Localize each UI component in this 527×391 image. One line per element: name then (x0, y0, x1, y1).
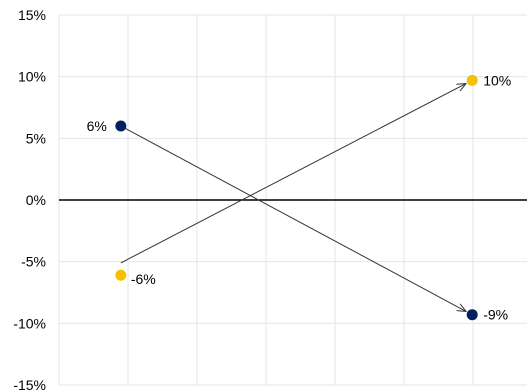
data-label: 10% (483, 72, 511, 88)
y-axis: 15% 10% 5% 0% -5% -10% -15% (13, 7, 46, 391)
data-label: -9% (483, 307, 508, 323)
grid (58, 14, 527, 386)
data-point (115, 269, 127, 281)
y-tick-label: -5% (21, 254, 46, 270)
data-labels: 6% -9% -6% 10% (87, 72, 512, 322)
trend-arrow (120, 125, 466, 311)
y-tick-label: 5% (26, 130, 46, 146)
trend-arrow (120, 84, 466, 264)
data-point (115, 120, 127, 132)
arrows (120, 84, 466, 312)
y-tick-label: 15% (18, 7, 46, 23)
y-tick-label: 10% (18, 69, 46, 85)
y-tick-label: -10% (13, 315, 46, 331)
data-label: 6% (87, 118, 107, 134)
data-point (466, 74, 478, 86)
data-points (115, 74, 478, 321)
y-tick-label: -15% (13, 377, 46, 391)
data-label: -6% (131, 271, 156, 287)
data-point (466, 309, 478, 321)
y-tick-label: 0% (26, 192, 46, 208)
